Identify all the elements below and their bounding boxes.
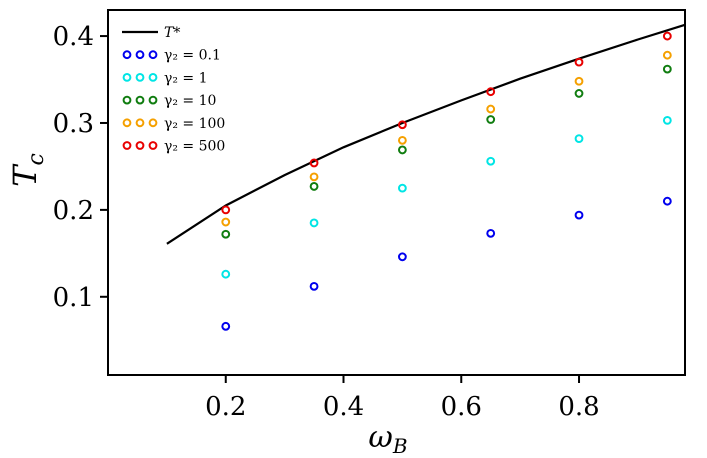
data-point xyxy=(309,182,319,191)
legend-label-series-1: γ₂ = 0.1 xyxy=(164,48,221,64)
data-point xyxy=(662,50,672,60)
data-point xyxy=(486,104,496,114)
y-axis-label-subscript: c xyxy=(24,153,49,165)
data-point xyxy=(662,196,672,206)
data-point xyxy=(221,217,231,227)
data-point xyxy=(221,229,231,239)
legend-marker xyxy=(148,95,158,105)
data-point xyxy=(662,115,672,125)
data-point xyxy=(221,321,231,331)
data-point xyxy=(486,115,496,124)
y-tick-label: 0.3 xyxy=(53,109,94,139)
x-axis: 0.2 0.4 0.6 0.8 xyxy=(205,375,600,422)
x-tick-label: 0.4 xyxy=(323,392,364,422)
data-point xyxy=(574,57,584,67)
legend-label-t-star: T* xyxy=(164,25,180,41)
legend-marker xyxy=(135,73,145,82)
y-axis-label-main: T xyxy=(6,163,44,187)
data-point xyxy=(574,210,584,220)
x-tick-label: 0.2 xyxy=(205,392,246,422)
data-point xyxy=(397,183,407,193)
data-marks xyxy=(166,23,686,331)
x-axis-label-subscript: B xyxy=(392,434,408,458)
data-point xyxy=(574,134,584,144)
series-1 xyxy=(221,196,672,331)
y-axis: 0.1 0.2 0.3 0.4 xyxy=(53,22,108,313)
data-point xyxy=(486,156,496,166)
y-tick-label: 0.4 xyxy=(53,22,94,52)
legend-label-series-4: γ₂ = 100 xyxy=(164,116,225,132)
y-tick-label: 0.2 xyxy=(53,196,94,226)
data-point xyxy=(309,158,319,168)
data-point xyxy=(221,205,231,215)
data-point xyxy=(309,172,319,182)
data-point xyxy=(309,281,319,291)
x-tick-label: 0.8 xyxy=(558,392,599,422)
legend-marker xyxy=(122,50,132,60)
data-point xyxy=(397,120,407,130)
legend-label-series-2: γ₂ = 1 xyxy=(164,70,208,86)
legend-marker xyxy=(122,118,132,128)
legend-label-series-5: γ₂ = 500 xyxy=(164,139,225,155)
series-2 xyxy=(221,115,672,279)
x-tick-label: 0.6 xyxy=(441,392,482,422)
series-4 xyxy=(221,50,672,227)
data-point xyxy=(397,252,407,262)
legend: T* γ₂ = 0.1 γ₂ = 1 γ₂ = 10 γ₂ = 100 γ₂ = 500 xyxy=(122,25,225,155)
data-point xyxy=(662,64,672,74)
legend-marker xyxy=(148,73,158,82)
legend-marker xyxy=(148,141,158,150)
y-tick-label: 0.1 xyxy=(53,283,94,313)
legend-marker xyxy=(148,50,158,60)
legend-label-series-3: γ₂ = 10 xyxy=(164,93,216,109)
series-line-t-star xyxy=(166,23,686,245)
data-point xyxy=(397,145,407,155)
legend-marker xyxy=(122,141,132,150)
plot-frame xyxy=(107,9,686,376)
legend-marker xyxy=(135,50,145,60)
data-point xyxy=(221,269,231,279)
data-point xyxy=(574,89,584,98)
y-axis-label: Tc xyxy=(6,153,49,187)
legend-marker xyxy=(148,118,158,128)
legend-marker xyxy=(135,95,145,105)
legend-marker xyxy=(135,118,145,128)
data-point xyxy=(397,135,407,145)
legend-marker xyxy=(122,95,132,105)
legend-marker xyxy=(135,141,145,150)
data-point xyxy=(662,31,672,41)
data-point xyxy=(309,218,319,228)
legend-marker xyxy=(122,73,132,82)
series-5 xyxy=(221,31,672,215)
data-point xyxy=(486,228,496,238)
data-point xyxy=(486,87,496,97)
data-point xyxy=(574,76,584,86)
series-3 xyxy=(221,64,672,239)
x-axis-label: ωB xyxy=(368,420,407,458)
x-axis-label-main: ω xyxy=(368,420,392,455)
